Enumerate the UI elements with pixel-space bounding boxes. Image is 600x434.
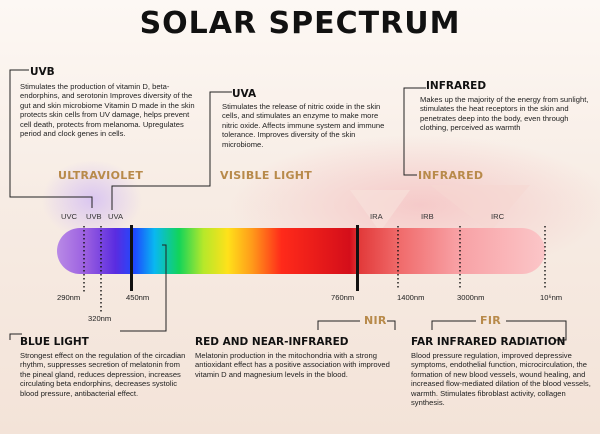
uvb-connector [9,69,93,208]
nir-connector-right [387,320,396,330]
wavelength-3000nm: 3000nm [457,293,485,302]
fir-connector-right [506,320,567,341]
wavelength-10e6nm: 10⁶nm [540,293,563,302]
tick-irc: IRC [491,212,505,221]
uva-description: Stimulates the release of nitric oxide i… [222,102,385,149]
divider-450nm [130,225,133,291]
fir-connector-left [431,320,476,330]
blue-light-connector [120,244,167,332]
uva-heading: UVA [232,88,257,100]
infrared-beam [430,185,530,232]
infrared-description: Makes up the majority of the energy from… [420,95,589,133]
uva-connector [111,91,232,210]
red-nir-description: Melatonin production in the mitochondria… [195,351,390,379]
tick-uva: UVA [108,212,124,221]
far-ir-heading: FAR INFRARED RADIATION [411,336,566,348]
uvb-description: Stimulates the production of vitamin D, … [20,82,195,139]
nir-label: NIR [364,314,387,327]
fir-label: FIR [480,314,501,327]
blue-light-heading: BLUE LIGHT [20,336,89,348]
wavelength-290nm: 290nm [57,293,81,302]
page-title: SOLAR SPECTRUM [139,6,461,41]
band-ultraviolet: ULTRAVIOLET [58,169,144,182]
nir-connector-left [317,320,360,330]
divider-760nm [356,225,359,291]
infrared-heading: INFRARED [426,80,487,92]
nir-beam [350,190,410,232]
uvb-heading: UVB [30,66,55,78]
red-nir-heading: RED AND NEAR-INFRARED [195,336,349,348]
tick-ira: IRA [370,212,383,221]
spectrum-bar [57,228,545,274]
band-infrared: INFRARED [418,169,484,182]
wavelength-450nm: 450nm [126,293,150,302]
wavelength-1400nm: 1400nm [397,293,425,302]
band-visible-light: VISIBLE LIGHT [220,169,313,182]
tick-irb: IRB [421,212,434,221]
infrared-connector [403,87,426,176]
wavelength-320nm: 320nm [88,314,112,323]
blue-light-tick [9,333,22,340]
wavelength-760nm: 760nm [331,293,355,302]
blue-light-description: Strongest effect on the regulation of th… [20,351,186,398]
tick-uvb: UVB [86,212,102,221]
far-ir-description: Blood pressure regulation, improved depr… [411,351,591,408]
tick-uvc: UVC [61,212,78,221]
